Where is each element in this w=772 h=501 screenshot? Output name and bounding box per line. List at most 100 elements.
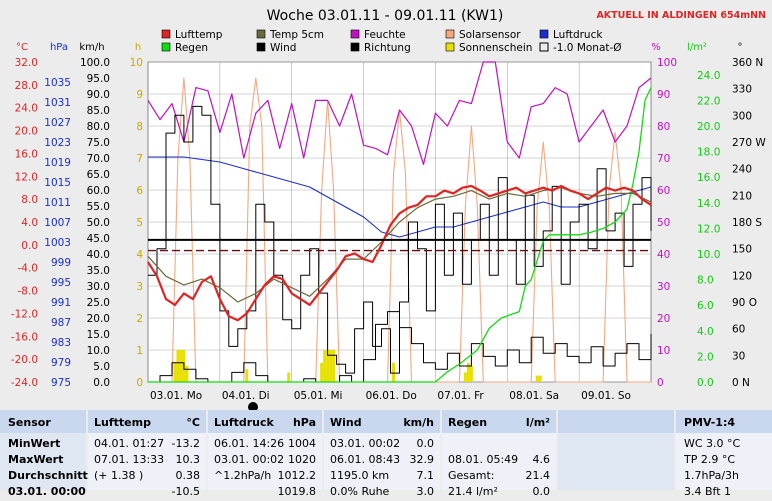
luftdruck-trend: ^1.2hPa/h [214, 469, 272, 482]
line-lufttemp [147, 184, 652, 322]
stats-col-wind: Wind km/h 03.01. 00:02 0.0 06.01. 08:43 32.… [324, 410, 440, 498]
tick-wind: 80.0 [87, 121, 110, 133]
tick-wind: 20.0 [87, 313, 110, 325]
wind-header: Wind [330, 416, 362, 429]
legend-swatch-temp5 [256, 29, 266, 39]
tick-temp: 4.0 [21, 217, 38, 229]
bar-sonnenschein [320, 362, 324, 382]
tick-humidity: 60 [657, 185, 670, 197]
tick-sun: 5 [136, 217, 143, 229]
bar-sonnenschein [176, 350, 180, 382]
wind-max-value: 32.9 [409, 453, 435, 466]
tick-direction: 240 [732, 164, 752, 176]
tick-direction: 90 O [732, 297, 757, 309]
tick-wind: 85.0 [87, 105, 110, 117]
luftdruck-min-value: 1004 [288, 437, 316, 450]
regen-max-value: 4.6 [532, 453, 551, 466]
tick-temp: -8.0 [18, 286, 39, 298]
luftdruck-max-value: 1020 [288, 453, 316, 466]
tick-direction: 0 N [732, 377, 750, 389]
pmv-header: PMV-1:4 [684, 416, 735, 429]
legend-swatch-feuchte [350, 29, 360, 39]
luftdruck-header: Luftdruck [214, 416, 274, 429]
tick-pressure: 1003 [44, 237, 71, 249]
luftdruck-avg-value: 1012.2 [277, 469, 317, 482]
tick-humidity: 70 [657, 153, 670, 165]
regen-total-label: Gesamt: [448, 469, 495, 482]
sunshine-bars [173, 350, 542, 382]
legend-label-lufttemp: Lufttemp [175, 29, 223, 41]
tick-temp: 16.0 [15, 148, 38, 160]
tick-temp: 20.0 [15, 126, 38, 138]
legend: Lufttemp Temp 5cm Feuchte Solarsensor Luftdr… [161, 29, 622, 54]
stats-col-lufttemp: Lufttemp °C 04.01. 01:27 -13.2 07.01. 13:3… [88, 410, 206, 498]
weather-chart: Woche 03.01.11 - 09.01.11 (KW1) AKTUELL … [11, 8, 766, 410]
stats-col-luftdruck: Luftdruck hPa 06.01. 14:26 1004 03.01. 00:… [208, 410, 322, 498]
tick-direction: 270 W [732, 137, 766, 149]
tick-pressure: 999 [51, 257, 71, 269]
row-label-avg: Durchschnitt [8, 469, 88, 482]
bar-sonnenschein [535, 375, 539, 382]
tick-humidity: 100 [657, 57, 677, 69]
tick-direction: 120 [732, 270, 752, 282]
line-feuchte [147, 61, 652, 165]
tick-pressure: 1019 [44, 157, 71, 169]
axis-unit-pressure: hPa [50, 42, 68, 53]
tick-sun: 3 [136, 281, 143, 293]
legend-label-wind: Wind [270, 42, 296, 54]
tick-pressure: 991 [51, 297, 71, 309]
bar-sonnenschein [185, 366, 189, 382]
tick-direction: 360 N [732, 57, 763, 69]
tick-rain: 14.0 [697, 198, 720, 210]
row-label-min: MinWert [8, 437, 61, 450]
tick-wind: 50.0 [87, 217, 110, 229]
tick-sun: 2 [136, 313, 143, 325]
tick-pressure: 995 [51, 277, 71, 289]
tick-humidity: 90 [657, 89, 670, 101]
luftdruck-unit: hPa [292, 416, 316, 429]
axis-unit-labels: °C hPa km/h h% l/m² ° [16, 42, 742, 53]
tick-rain: 18.0 [697, 147, 720, 159]
legend-label-richtung: Richtung [364, 42, 411, 54]
tick-direction: 330 [732, 84, 752, 96]
tick-pressure: 975 [51, 377, 71, 389]
day-label: 04.01. Di [222, 390, 270, 402]
tick-pressure: 983 [51, 337, 71, 349]
legend-swatch-richtung [350, 42, 360, 52]
wind-unit: km/h [403, 416, 434, 429]
tick-rain: 20.0 [697, 121, 720, 133]
tick-wind: 100.0 [80, 57, 110, 69]
regen-sum: 21.4 l/m² [448, 485, 498, 498]
axis-unit-humidity: % [651, 42, 661, 53]
tick-wind: 95.0 [87, 73, 110, 85]
line-wind [148, 311, 652, 383]
legend-label-regen: Regen [175, 42, 208, 54]
lufttemp-start-value: -10.5 [171, 485, 200, 498]
tick-pressure: 1031 [44, 97, 71, 109]
tick-wind: 5.0 [93, 361, 110, 373]
tick-temp: 8.0 [21, 194, 38, 206]
tick-temp: -16.0 [11, 331, 38, 343]
tick-wind: 45.0 [87, 233, 110, 245]
stats-col-empty [558, 410, 674, 490]
bar-sonnenschein [392, 362, 396, 382]
tick-sun: 9 [136, 89, 143, 101]
bar-sonnenschein [326, 350, 330, 382]
day-label: 05.01. Mi [294, 390, 343, 402]
tick-wind: 60.0 [87, 185, 110, 197]
tick-humidity: 10 [657, 345, 670, 357]
row-label-max: MaxWert [8, 453, 64, 466]
tick-wind: 55.0 [87, 201, 110, 213]
tick-pressure: 979 [51, 357, 71, 369]
regen-unit: l/m² [525, 416, 550, 429]
tick-wind: 35.0 [87, 265, 110, 277]
tick-sun: 8 [136, 121, 143, 133]
luftdruck-start-value: 1019.8 [277, 485, 317, 498]
tick-wind: 40.0 [87, 249, 110, 261]
tick-temp: 24.0 [15, 103, 38, 115]
location-banner: AKTUELL IN ALDINGEN 654mNN [596, 10, 766, 21]
tick-temp: -12.0 [11, 308, 38, 320]
tick-temp: 32.0 [15, 57, 38, 69]
legend-label-solar: Solarsensor [459, 29, 521, 41]
legend-label-temp5: Temp 5cm [269, 29, 324, 41]
